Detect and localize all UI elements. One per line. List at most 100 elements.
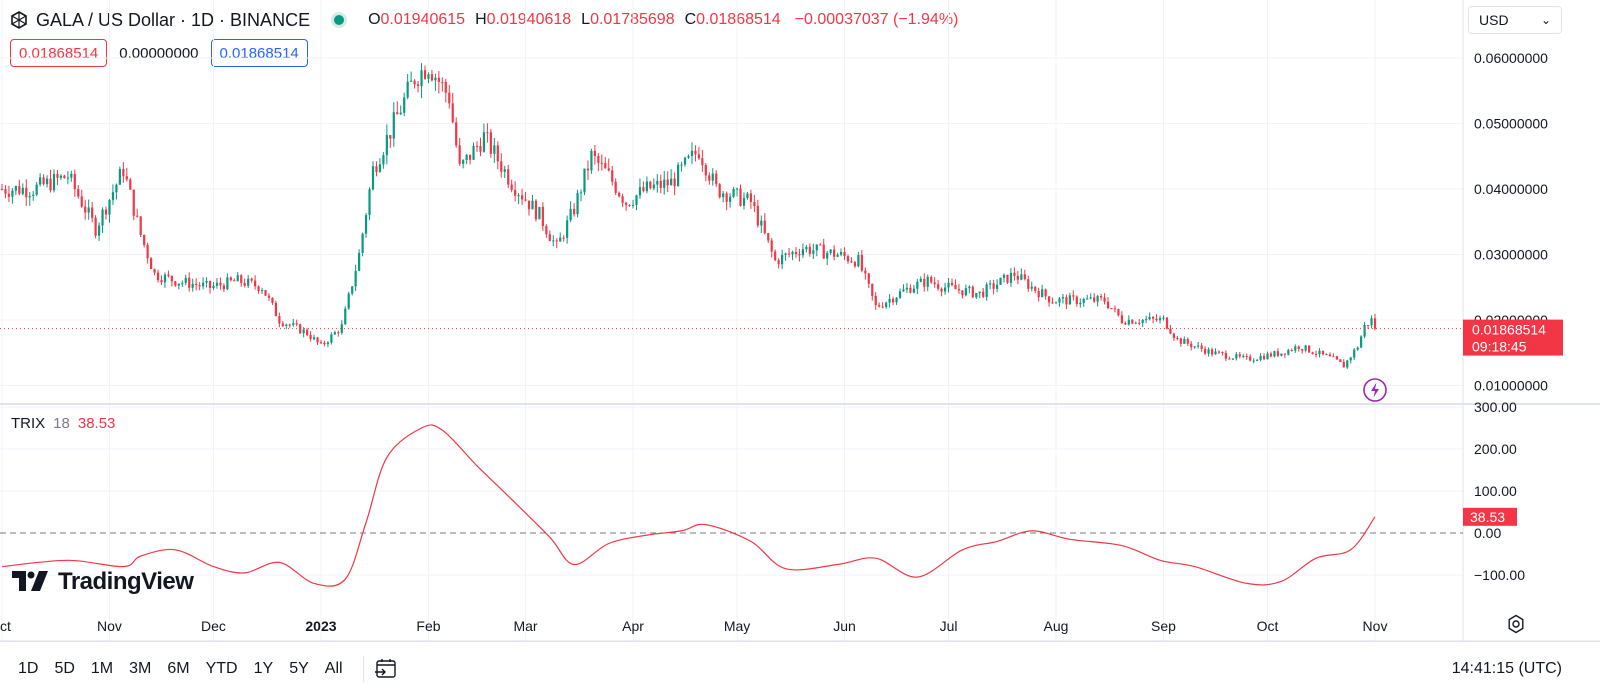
candle bbox=[288, 323, 291, 328]
candle bbox=[330, 332, 333, 345]
range-ytd-button[interactable]: YTD bbox=[205, 660, 238, 677]
candle bbox=[32, 190, 35, 201]
candle bbox=[541, 202, 544, 231]
gear-icon[interactable] bbox=[1506, 614, 1526, 634]
candle bbox=[878, 302, 881, 308]
candle bbox=[1360, 335, 1363, 348]
range-5y-button[interactable]: 5Y bbox=[289, 660, 309, 677]
flash-icon[interactable] bbox=[1362, 377, 1388, 403]
candle bbox=[614, 178, 617, 196]
candle bbox=[590, 148, 593, 174]
candle bbox=[569, 201, 572, 223]
candle bbox=[243, 278, 246, 288]
candle bbox=[715, 170, 718, 187]
range-1m-button[interactable]: 1M bbox=[90, 660, 114, 677]
candle bbox=[1197, 341, 1200, 349]
candle bbox=[978, 291, 981, 298]
time-tick-label: Jun bbox=[833, 618, 856, 634]
low-value: 0.01785698 bbox=[590, 11, 675, 28]
candle bbox=[1165, 317, 1169, 330]
candle bbox=[964, 284, 967, 297]
market-open-status-icon[interactable] bbox=[334, 15, 345, 25]
time-tick-label: Feb bbox=[416, 618, 440, 634]
candle bbox=[354, 264, 357, 292]
chart-canvas[interactable]: 0.06000000 0.05000000 0.04000000 0.03000000… bbox=[0, 0, 1600, 641]
candle bbox=[801, 243, 805, 259]
candle bbox=[462, 159, 465, 169]
candle bbox=[704, 163, 707, 182]
sell-price-button[interactable]: 0.01868514 bbox=[10, 39, 108, 67]
candle bbox=[403, 92, 406, 117]
candle bbox=[1238, 351, 1241, 359]
candle bbox=[985, 282, 988, 301]
candle bbox=[1252, 358, 1255, 364]
candle bbox=[1190, 341, 1193, 351]
candle bbox=[1093, 293, 1096, 304]
candle bbox=[507, 164, 510, 189]
candle bbox=[319, 339, 323, 345]
candle bbox=[604, 157, 607, 169]
candle bbox=[1096, 294, 1099, 307]
candle bbox=[1099, 293, 1103, 301]
candle bbox=[767, 232, 770, 244]
candle bbox=[1058, 297, 1061, 307]
candle bbox=[1051, 297, 1054, 304]
candle bbox=[888, 294, 891, 308]
candle bbox=[430, 69, 434, 82]
candle bbox=[1106, 297, 1110, 310]
trix-legend[interactable]: TRIX 18 38.53 bbox=[11, 415, 115, 432]
candle bbox=[722, 191, 725, 203]
candle bbox=[881, 302, 884, 309]
buy-price-button[interactable]: 0.01868514 bbox=[210, 39, 308, 67]
candle bbox=[1134, 321, 1137, 324]
candle bbox=[1214, 348, 1217, 355]
candle bbox=[472, 142, 475, 161]
candle bbox=[14, 185, 17, 196]
candle bbox=[1373, 313, 1377, 331]
candle bbox=[312, 334, 316, 341]
candle bbox=[111, 184, 115, 206]
candle bbox=[309, 331, 312, 342]
candle bbox=[104, 206, 108, 220]
candle bbox=[1318, 348, 1321, 358]
candle bbox=[1065, 294, 1068, 310]
candle bbox=[857, 251, 860, 268]
symbol-title[interactable]: GALA / US Dollar · 1D · BINANCE bbox=[36, 9, 311, 30]
candle bbox=[1266, 351, 1269, 360]
tradingview-logo[interactable]: TradingView bbox=[12, 568, 194, 596]
range-1d-button[interactable]: 1D bbox=[18, 660, 39, 677]
candle bbox=[413, 79, 416, 89]
candle bbox=[618, 191, 621, 198]
candle bbox=[791, 250, 794, 261]
candle bbox=[170, 275, 173, 287]
date-range-picker-icon[interactable] bbox=[372, 655, 400, 683]
candle bbox=[1370, 315, 1373, 329]
candle bbox=[694, 145, 697, 162]
candle bbox=[153, 268, 156, 276]
candle bbox=[59, 174, 63, 181]
range-3m-button[interactable]: 3M bbox=[129, 660, 152, 677]
time-tick-label: ct bbox=[0, 618, 11, 634]
candle bbox=[28, 191, 31, 206]
candle bbox=[56, 169, 59, 186]
range-all-button[interactable]: All bbox=[324, 660, 343, 677]
countdown-text: 09:18:45 bbox=[1472, 339, 1527, 355]
candle bbox=[1030, 281, 1033, 292]
candle bbox=[1002, 273, 1006, 283]
currency-label: USD bbox=[1479, 12, 1509, 28]
range-1y-button[interactable]: 1Y bbox=[253, 660, 274, 677]
utc-clock[interactable]: 14:41:15 (UTC) bbox=[1451, 660, 1562, 677]
candle bbox=[233, 278, 236, 282]
candle bbox=[1120, 311, 1123, 325]
candle bbox=[1006, 274, 1009, 284]
currency-select[interactable]: USD ⌄ bbox=[1468, 6, 1562, 34]
candle bbox=[0, 183, 4, 191]
range-5d-button[interactable]: 5D bbox=[54, 660, 75, 677]
candle bbox=[718, 183, 721, 199]
range-6m-button[interactable]: 6M bbox=[167, 660, 190, 677]
candle bbox=[257, 285, 260, 294]
candle bbox=[1314, 350, 1318, 358]
candle bbox=[989, 280, 992, 290]
candle bbox=[753, 194, 756, 213]
